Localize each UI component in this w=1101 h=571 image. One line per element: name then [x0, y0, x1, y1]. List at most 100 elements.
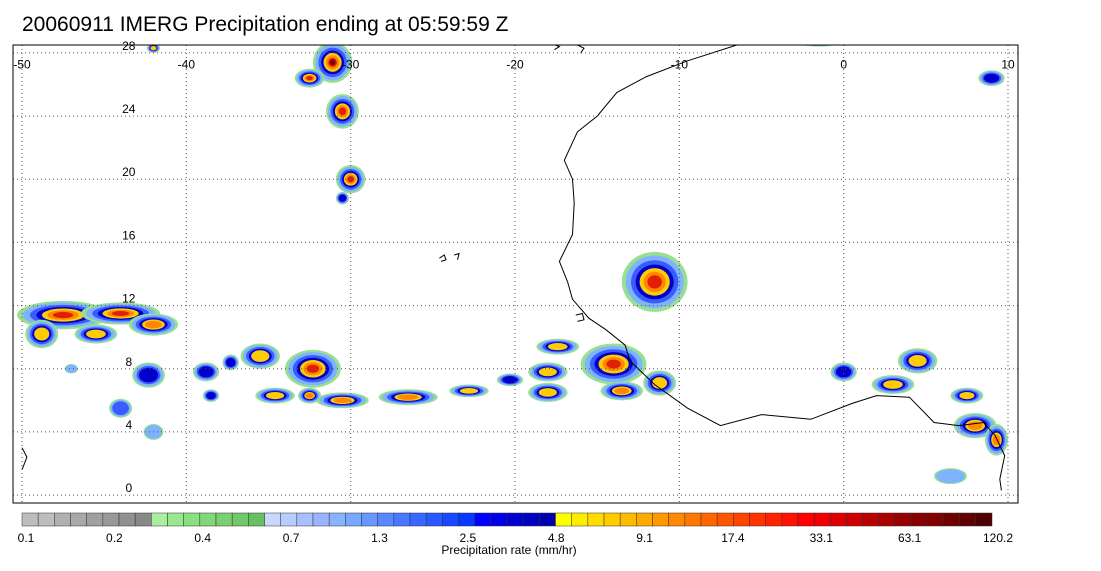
colorbar-swatch [652, 512, 669, 527]
precip-ring [333, 397, 352, 404]
lon-tick-label: -30 [342, 58, 360, 72]
colorbar-tick-label: 17.4 [721, 531, 745, 545]
precip-cell [192, 362, 220, 382]
colorbar-swatch [199, 512, 217, 527]
precip-ring [883, 380, 903, 389]
lat-tick-label: 16 [122, 228, 136, 242]
colorbar-swatch [603, 512, 621, 527]
precip-cell [496, 373, 524, 387]
colorbar-tick-label: 0.4 [194, 531, 212, 545]
colorbar-swatch [878, 512, 896, 527]
colorbar-swatch [975, 512, 993, 527]
precip-ring [538, 367, 557, 377]
colorbar-swatch [765, 512, 783, 527]
precip-ring [34, 327, 50, 341]
colorbar-swatch [37, 512, 55, 527]
precip-ring [112, 401, 129, 416]
precip-ring [647, 275, 662, 289]
precip-ring [225, 357, 236, 368]
coastline-cape-verde-2 [454, 252, 460, 260]
precip-cell [74, 324, 118, 344]
colorbar-swatch [377, 512, 395, 527]
lon-tick-label: -50 [13, 58, 31, 72]
colorbar-swatch [425, 512, 443, 527]
lat-tick-label: 0 [125, 481, 132, 495]
precip-cell [580, 343, 647, 385]
precip-ring [836, 366, 852, 378]
colorbar-swatch [70, 512, 87, 527]
precip-cell [621, 251, 688, 312]
colorbar-tick-label: 63.1 [897, 531, 922, 545]
precip-cell [25, 319, 59, 349]
precip-cell [294, 68, 325, 88]
precip-cell [528, 382, 568, 402]
colorbar-swatch [54, 512, 71, 527]
colorbar-swatch [167, 512, 184, 527]
precip-ring [338, 107, 347, 116]
precip-ring [459, 387, 479, 394]
colorbar-swatch [345, 512, 362, 527]
lon-tick-label: -10 [671, 58, 689, 72]
colorbar-swatch [733, 512, 750, 527]
colorbar-swatch [328, 512, 346, 527]
precip-ring [347, 176, 354, 183]
coastline-canary-2 [577, 45, 585, 54]
colorbar-swatch [636, 512, 653, 527]
colorbar-swatch [102, 512, 120, 527]
colorbar-tick-label: 120.2 [982, 531, 1014, 545]
precip-cell [146, 45, 161, 53]
precip-cell [128, 313, 179, 336]
colorbar-swatch [490, 512, 508, 527]
precip-cell [326, 93, 359, 129]
colorbar-swatch [587, 512, 605, 527]
precip-ring [959, 391, 975, 400]
colorbar-swatch [619, 512, 637, 527]
precip-cell [449, 384, 489, 398]
colorbar-tick-label: 0.2 [106, 531, 123, 545]
colorbar-swatch [474, 512, 492, 527]
precip-ring [398, 394, 419, 400]
colorbar-swatch [555, 512, 572, 527]
precip-ring [111, 311, 130, 316]
lon-tick-label: 0 [840, 58, 847, 72]
colorbar [21, 512, 993, 527]
precip-ring [306, 364, 320, 373]
precip-ring [807, 39, 832, 44]
precip-cell [897, 348, 938, 374]
colorbar-swatch [506, 512, 524, 527]
colorbar-swatch [215, 512, 233, 527]
colorbar-swatch [151, 512, 168, 527]
precip-cell [64, 364, 78, 374]
colorbar-swatch [894, 512, 912, 527]
precip-ring [266, 391, 285, 400]
precip-ring [206, 391, 216, 400]
precip-ring [150, 45, 157, 51]
colorbar-swatch [700, 512, 718, 527]
precip-cell [240, 343, 281, 369]
precip-ring [983, 73, 1000, 83]
precip-ring [614, 387, 630, 395]
precip-cell [109, 398, 133, 418]
colorbar-swatch [312, 512, 330, 527]
precip-cell [284, 349, 341, 388]
colorbar-swatch [183, 512, 201, 527]
colorbar-swatch [781, 512, 799, 527]
colorbar-tick-label: 0.1 [17, 531, 35, 545]
coastline-west-africa-coast [558, 45, 1006, 491]
colorbar-swatch [393, 512, 411, 527]
precip-cell [255, 387, 295, 404]
colorbar-swatch [846, 512, 863, 527]
lat-tick-label: 24 [122, 102, 136, 116]
precip-cell [222, 354, 239, 371]
colorbar-swatch [21, 512, 39, 527]
precip-cell [202, 389, 220, 402]
colorbar-units-label: Precipitation rate (mm/hr) [441, 543, 577, 557]
coastline-canary-1 [553, 45, 561, 51]
precip-cell [830, 362, 857, 382]
precip-cell [600, 381, 644, 401]
colorbar-swatch [539, 512, 556, 527]
lat-tick-label: 12 [122, 292, 136, 306]
precip-ring [306, 76, 313, 81]
colorbar-swatch [409, 512, 427, 527]
precip-cell [934, 468, 967, 485]
